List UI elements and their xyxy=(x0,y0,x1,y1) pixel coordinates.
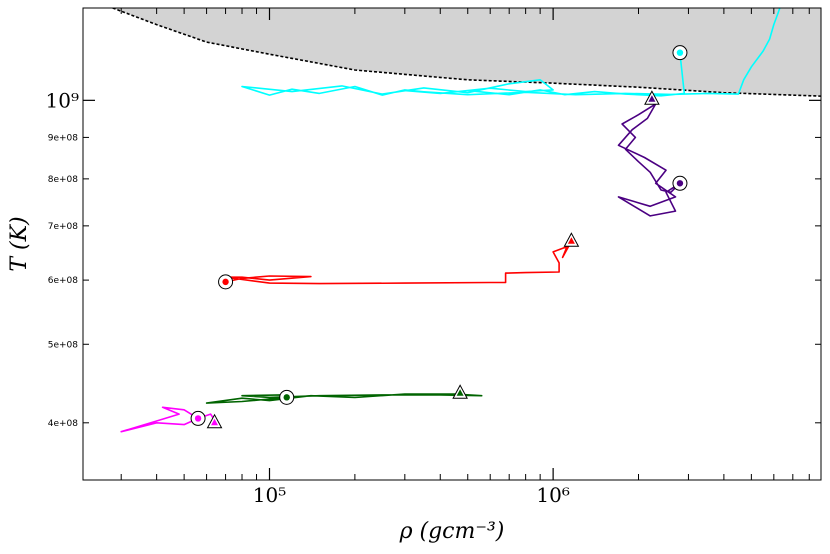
x-tick-label: 10⁵ xyxy=(253,483,286,507)
y-tick-label: 7e+08 xyxy=(48,222,79,232)
start-marker-core xyxy=(283,394,290,401)
y-tick-label: 4e+08 xyxy=(48,419,79,429)
y-tick-label: 6e+08 xyxy=(48,276,79,286)
end-marker-core xyxy=(648,95,656,102)
x-axis-label: ρ (gcm⁻³) xyxy=(399,519,505,544)
x-tick-label: 10⁶ xyxy=(536,483,569,507)
series-line-3 xyxy=(224,240,573,285)
shaded-region xyxy=(112,8,821,97)
end-marker-core xyxy=(211,418,219,426)
y-tick-label: 10⁹ xyxy=(46,88,79,112)
start-marker-core xyxy=(194,415,202,422)
start-marker-5 xyxy=(190,410,206,426)
start-marker-1 xyxy=(672,45,688,61)
plot-frame xyxy=(82,7,822,481)
start-marker-core xyxy=(222,278,229,286)
y-tick-label: 8e+08 xyxy=(48,175,79,185)
end-marker-2 xyxy=(644,90,660,105)
end-marker-5 xyxy=(206,413,223,429)
boundary-dashed-line xyxy=(112,8,821,97)
start-marker-4 xyxy=(279,389,295,405)
end-marker-4 xyxy=(452,384,468,399)
start-marker-2 xyxy=(672,175,688,191)
end-marker-core xyxy=(567,237,575,244)
y-axis-label: T (K) xyxy=(7,216,32,271)
start-marker-3 xyxy=(218,274,234,290)
y-tick-label: 5e+08 xyxy=(48,340,79,350)
y-tick-label: 9e+08 xyxy=(48,133,79,143)
start-marker-core xyxy=(676,180,684,187)
series-line-2 xyxy=(617,103,681,217)
series-line-4 xyxy=(205,393,483,404)
end-marker-3 xyxy=(563,232,580,247)
end-marker-core xyxy=(456,389,464,396)
start-marker-core xyxy=(676,49,684,56)
series-line-1 xyxy=(241,8,781,97)
